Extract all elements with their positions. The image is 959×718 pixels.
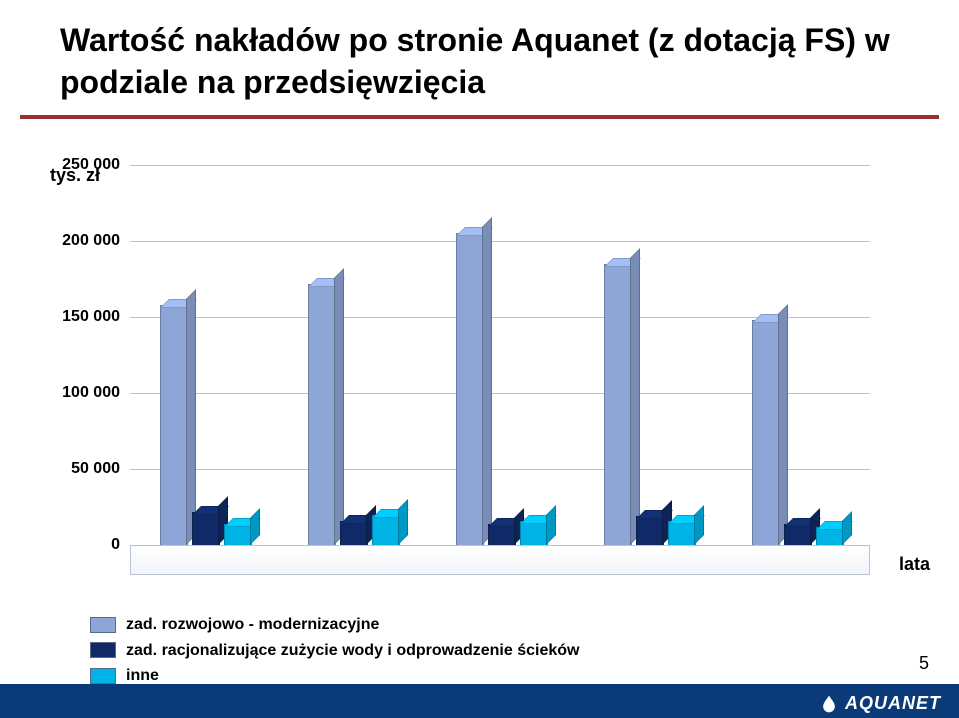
legend-label: zad. rozwojowo - modernizacyjne [126,612,379,638]
bar-s2 [340,521,368,545]
bar-s2 [636,516,664,545]
bar-s1 [160,305,188,545]
bar-s3 [372,515,400,545]
y-tick-label: 250 000 [62,156,130,174]
brand-text: AQUANET [845,693,941,714]
legend-label: zad. racjonalizujące zużycie wody i odpr… [126,638,579,664]
title-rule [20,115,939,119]
y-tick-label: 200 000 [62,232,130,250]
bar-group: 2016 [160,305,252,545]
bar-s3 [224,524,252,545]
legend-item: zad. racjonalizujące zużycie wody i odpr… [90,638,579,664]
bar-group: 2017 [308,284,400,545]
footer-bar [0,684,959,718]
bar-s1 [752,320,780,545]
legend-item: zad. rozwojowo - modernizacyjne [90,612,579,638]
bar-s2 [784,524,812,545]
x-axis-label: lata [899,554,930,575]
bar-group: 2020 [752,320,844,545]
brand-logo: AQUANET [819,693,941,714]
bar-group: 2019 [604,264,696,545]
bar-s1 [456,233,484,545]
bar-s1 [604,264,632,545]
bar-s3 [668,521,696,545]
legend-swatch [90,668,116,684]
slide-title: Wartość nakładów po stronie Aquanet (z d… [60,20,919,103]
legend-swatch [90,617,116,633]
y-tick-label: 150 000 [62,308,130,326]
legend-swatch [90,642,116,658]
chart-plot: 050 000100 000150 000200 000250 00020162… [130,165,870,545]
gridline [130,165,870,166]
y-tick-label: 100 000 [62,384,130,402]
slide: Wartość nakładów po stronie Aquanet (z d… [0,0,959,718]
droplet-icon [819,694,839,714]
y-tick-label: 50 000 [71,460,130,478]
bar-s3 [816,527,844,545]
bar-s3 [520,521,548,545]
page-number: 5 [919,653,929,674]
bar-s2 [192,512,220,545]
chart: 050 000100 000150 000200 000250 00020162… [130,165,870,575]
bar-s2 [488,524,516,545]
bar-s1 [308,284,336,545]
legend: zad. rozwojowo - modernizacyjnezad. racj… [90,612,579,689]
y-tick-label: 0 [111,536,130,554]
bar-group: 2018 [456,233,548,545]
chart-base [130,545,870,575]
